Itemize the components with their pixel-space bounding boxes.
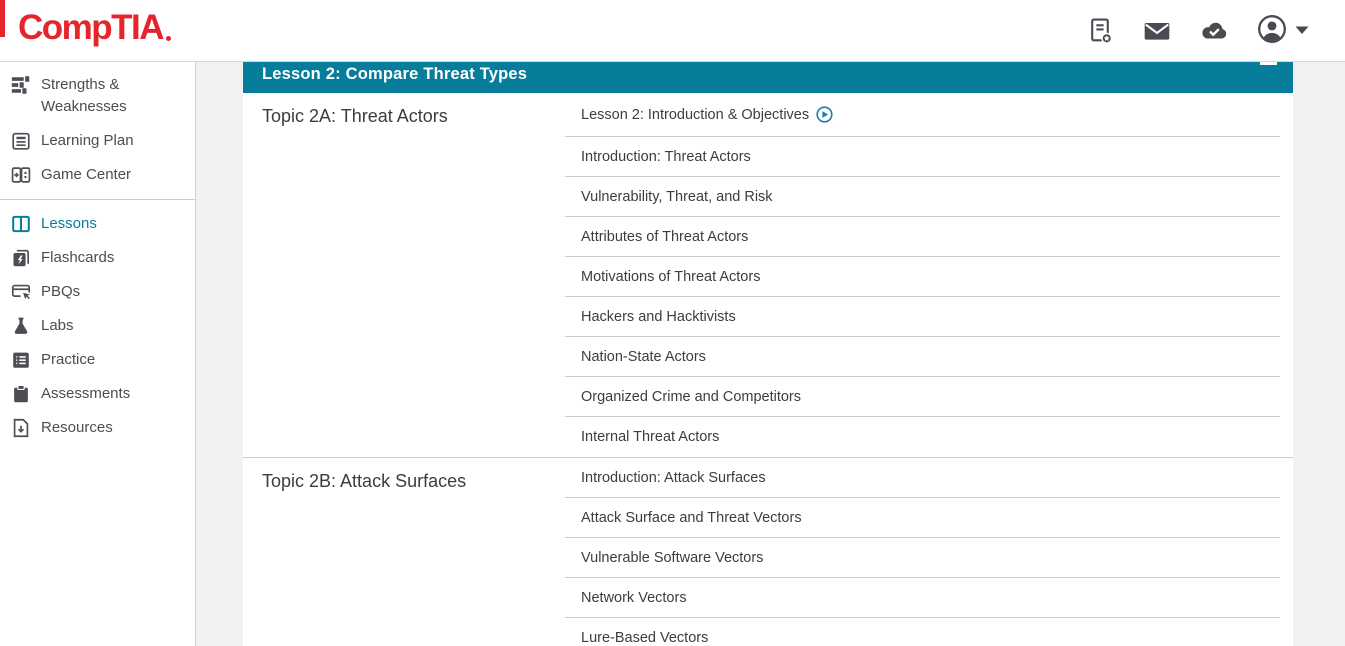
lesson-item-row[interactable]: Lesson 2: Introduction & Objectives — [565, 93, 1280, 137]
lesson-item-row[interactable]: Vulnerable Software Vectors — [565, 538, 1280, 578]
sidebar-item-labs[interactable]: Labs — [0, 310, 195, 344]
sidebar-item-lessons[interactable]: Lessons — [0, 208, 195, 242]
lesson-item-row[interactable]: Hackers and Hacktivists — [565, 297, 1280, 337]
lesson-item-label: Lure-Based Vectors — [581, 630, 709, 646]
minimize-icon[interactable] — [1260, 62, 1277, 65]
lesson-item-label: Introduction: Threat Actors — [581, 148, 751, 165]
lesson-content-panel: Lesson 2: Compare Threat Types Topic 2A:… — [243, 62, 1293, 646]
comptia-logo: CompTIA — [18, 8, 172, 47]
lesson-item-label: Nation-State Actors — [581, 348, 706, 365]
lesson-item-row[interactable]: Attributes of Threat Actors — [565, 217, 1280, 257]
chevron-down-icon — [1295, 22, 1309, 40]
pbqs-icon — [10, 281, 32, 303]
lesson-item-label: Lesson 2: Introduction & Objectives — [581, 106, 810, 123]
lesson-item-label: Vulnerability, Threat, and Risk — [581, 188, 773, 205]
lesson-items-column: Lesson 2: Introduction & Objectives Intr… — [565, 93, 1280, 457]
learning-plan-icon — [10, 130, 32, 152]
topic-title-column: Topic 2B: Attack Surfaces — [243, 458, 565, 646]
sidebar-divider — [0, 199, 195, 200]
sidebar-item-practice[interactable]: Practice — [0, 344, 195, 378]
lesson-item-label: Network Vectors — [581, 589, 687, 606]
sidebar-item-label: PBQs — [41, 283, 81, 300]
sidebar-item-learning-plan[interactable]: Learning Plan — [0, 125, 195, 159]
resources-icon — [10, 417, 32, 439]
lesson-item-label: Attack Surface and Threat Vectors — [581, 509, 802, 526]
lesson-title: Lesson 2: Compare Threat Types — [262, 64, 528, 83]
lesson-item-row[interactable]: Network Vectors — [565, 578, 1280, 618]
lesson-item-row[interactable]: Motivations of Threat Actors — [565, 257, 1280, 297]
labs-icon — [10, 315, 32, 337]
sidebar-item-label: Lessons — [41, 215, 97, 232]
lesson-item-row[interactable]: Nation-State Actors — [565, 337, 1280, 377]
lesson-item-label: Introduction: Attack Surfaces — [581, 469, 766, 486]
sidebar-item-game-center[interactable]: Game Center — [0, 159, 195, 193]
sidebar-item-label: Labs — [41, 317, 74, 334]
game-center-icon — [10, 164, 32, 186]
lesson-item-row[interactable]: Introduction: Attack Surfaces — [565, 458, 1280, 498]
sidebar-item-pbqs[interactable]: PBQs — [0, 276, 195, 310]
lessons-icon — [10, 213, 32, 235]
assessments-icon — [10, 383, 32, 405]
lesson-item-label: Attributes of Threat Actors — [581, 228, 749, 245]
sidebar-item-flashcards[interactable]: Flashcards — [0, 242, 195, 276]
sidebar-item-label: Learning Plan — [41, 132, 134, 149]
sidebar-item-label: Strengths & Weaknesses — [41, 76, 127, 115]
cloud-check-icon[interactable] — [1199, 16, 1229, 46]
lesson-item-row[interactable]: Vulnerability, Threat, and Risk — [565, 177, 1280, 217]
strengths-weaknesses-icon — [10, 74, 32, 96]
lesson-item-label: Organized Crime and Competitors — [581, 388, 802, 405]
envelope-icon[interactable] — [1142, 16, 1172, 46]
lesson-item-row[interactable]: Attack Surface and Threat Vectors — [565, 498, 1280, 538]
sidebar-item-assessments[interactable]: Assessments — [0, 378, 195, 412]
notes-icon[interactable] — [1085, 16, 1115, 46]
topic-title-column: Topic 2A: Threat Actors — [243, 93, 565, 457]
flashcards-icon — [10, 247, 32, 269]
account-menu[interactable] — [1256, 13, 1309, 50]
comptia-logo-text: CompTIA — [18, 8, 165, 47]
sidebar-item-label: Resources — [41, 419, 113, 436]
sidebar-nav: Strengths & Weaknesses Learning Plan Gam… — [0, 62, 196, 646]
lesson-item-row[interactable]: Lure-Based Vectors — [565, 618, 1280, 646]
lesson-item-label: Motivations of Threat Actors — [581, 268, 761, 285]
lesson-item-label: Hackers and Hacktivists — [581, 308, 736, 325]
sidebar-item-label: Practice — [41, 351, 96, 368]
sidebar-item-resources[interactable]: Resources — [0, 412, 195, 446]
lesson-header-bar[interactable]: Lesson 2: Compare Threat Types — [243, 62, 1293, 93]
sidebar-item-label: Flashcards — [41, 249, 115, 266]
lesson-item-row[interactable]: Introduction: Threat Actors — [565, 137, 1280, 177]
play-icon[interactable] — [816, 106, 833, 123]
app-header: CompTIA — [0, 0, 1345, 62]
sidebar-item-label: Game Center — [41, 166, 132, 183]
practice-icon — [10, 349, 32, 371]
sidebar-item-strengths-weaknesses[interactable]: Strengths & Weaknesses — [0, 69, 195, 125]
sidebar-item-label: Assessments — [41, 385, 131, 402]
lesson-items-column: Introduction: Attack Surfaces Attack Sur… — [565, 458, 1280, 646]
topic-title: Topic 2B: Attack Surfaces — [262, 471, 467, 491]
lesson-item-row[interactable]: Internal Threat Actors — [565, 417, 1280, 457]
brand-accent-strip — [0, 0, 5, 37]
lesson-item-row[interactable]: Organized Crime and Competitors — [565, 377, 1280, 417]
lesson-item-label: Vulnerable Software Vectors — [581, 549, 764, 566]
comptia-logo-trademark-dot — [166, 36, 172, 41]
header-icon-bar — [1085, 0, 1309, 62]
topic-section-2b: Topic 2B: Attack Surfaces Introduction: … — [243, 458, 1293, 646]
account-icon — [1256, 13, 1288, 50]
topic-title: Topic 2A: Threat Actors — [262, 106, 448, 126]
topic-section-2a: Topic 2A: Threat Actors Lesson 2: Introd… — [243, 93, 1293, 458]
lesson-item-label: Internal Threat Actors — [581, 429, 720, 445]
